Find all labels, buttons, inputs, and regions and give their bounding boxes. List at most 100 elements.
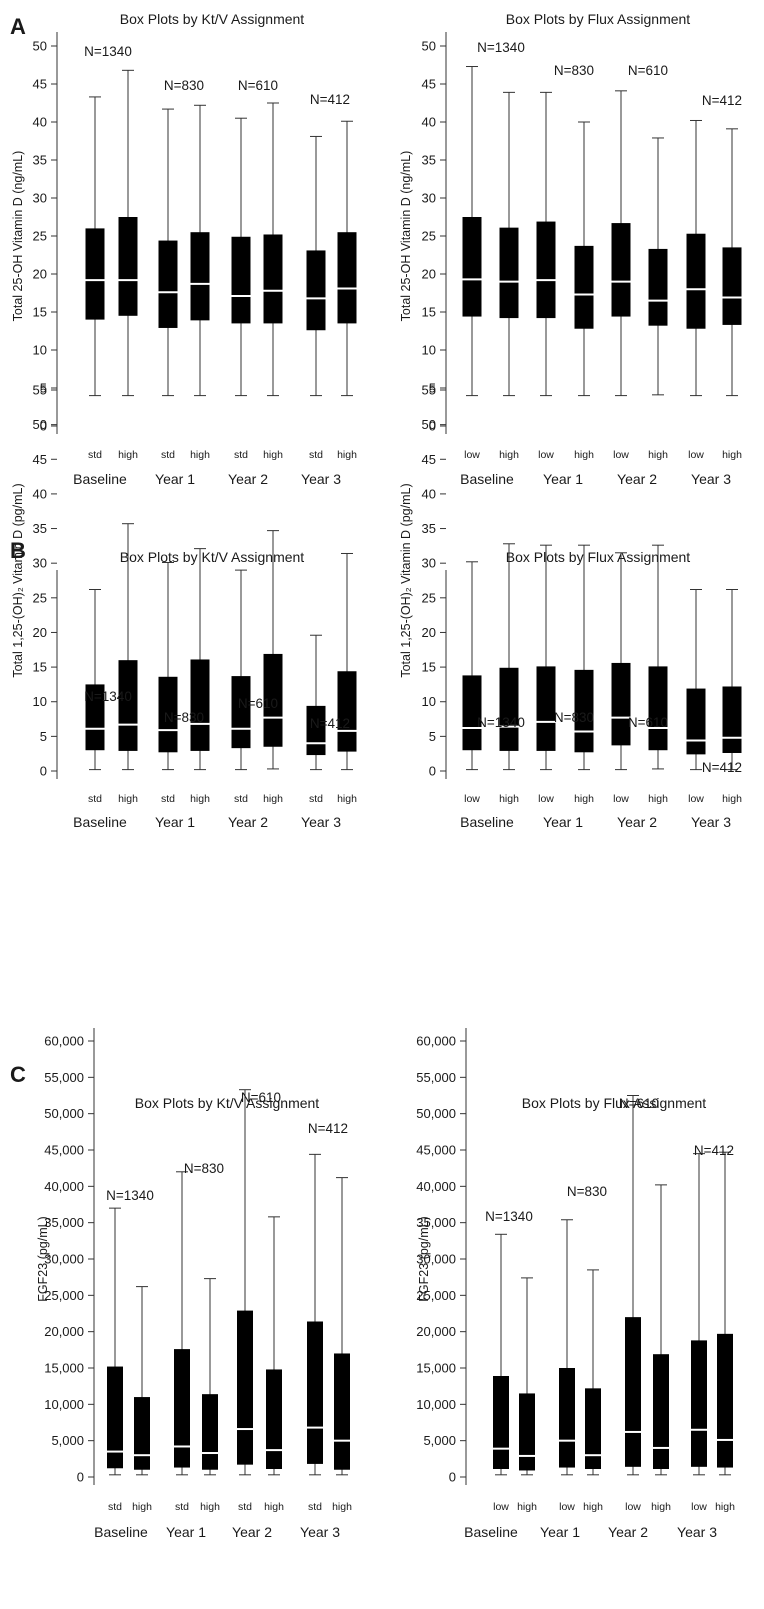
chart-5-box: [266, 1369, 282, 1470]
chart-6-box: [585, 1388, 601, 1470]
chart-5-y-tick-label: 60,000: [44, 1034, 84, 1049]
chart-2-y-tick-label: 40: [422, 115, 436, 130]
chart-2-box: [499, 227, 519, 319]
chart-4-y-tick-label: 5: [429, 729, 436, 744]
chart-1-y-tick-label: 0: [40, 419, 47, 434]
chart-3-y-tick-label: 25: [33, 590, 47, 605]
chart-3-subgroup-label: std: [234, 793, 248, 805]
chart-5-title: Box Plots by Kt/V Assignment: [135, 1095, 320, 1111]
chart-2-box: [462, 217, 482, 317]
chart-6-y-tick-label: 10,000: [416, 1397, 456, 1412]
chart-6-subgroup-label: low: [559, 1501, 575, 1513]
chart-4-subgroup-label: low: [464, 793, 480, 805]
chart-3-n-label: N=1340: [84, 689, 132, 704]
chart-4-box: [462, 675, 482, 751]
chart-3-y-tick-label: 45: [33, 452, 47, 467]
chart-3-subgroup-label: high: [118, 793, 138, 805]
chart-6-n-label: N=412: [694, 1143, 734, 1158]
chart-4-subgroup-label: high: [499, 793, 519, 805]
chart-1-n-label: N=830: [164, 78, 204, 93]
chart-2-subgroup-label: high: [574, 449, 594, 461]
chart-2-n-label: N=412: [702, 93, 742, 108]
chart-6-y-tick-label: 20,000: [416, 1324, 456, 1339]
chart-4-subgroup-label: high: [648, 793, 668, 805]
chart-4-y-tick-label: 40: [422, 486, 436, 501]
chart-4-group-label: Baseline: [460, 814, 514, 830]
chart-6-y-tick-label: 50,000: [416, 1106, 456, 1121]
chart-4-box: [722, 686, 742, 753]
chart-2-n-label: N=610: [628, 63, 668, 78]
chart-6-group-label: Year 3: [677, 1524, 717, 1540]
chart-6-subgroup-label: high: [583, 1501, 603, 1513]
chart-2-y-tick-label: 25: [422, 229, 436, 244]
chart-2-y-tick-label: 15: [422, 305, 436, 320]
chart-4-box: [648, 666, 668, 751]
chart-2-subgroup-label: low: [538, 449, 554, 461]
chart-3-box: [231, 676, 251, 749]
chart-5-n-label: N=610: [241, 1090, 281, 1105]
chart-5-subgroup-label: std: [308, 1501, 322, 1513]
chart-2-box: [611, 223, 631, 317]
chart-3-subgroup-label: std: [88, 793, 102, 805]
chart-2-y-axis-label: Total 25-OH Vitamin D (ng/mL): [399, 151, 413, 322]
chart-6-title: Box Plots by Flux Assignment: [522, 1095, 707, 1111]
chart-1-box: [158, 240, 178, 328]
chart-1-subgroup-label: std: [88, 449, 102, 461]
chart-1-y-axis-label: Total 25-OH Vitamin D (ng/mL): [11, 151, 25, 322]
chart-1-subgroup-label: std: [234, 449, 248, 461]
chart-4-y-tick-label: 50: [422, 417, 436, 432]
chart-4-group-label: Year 3: [691, 814, 731, 830]
chart-6-group-label: Year 2: [608, 1524, 648, 1540]
chart-6-n-label: N=1340: [485, 1209, 533, 1224]
chart-1-box: [231, 236, 251, 324]
chart-6-y-axis-label: FGF23 (pg/mL): [417, 1216, 431, 1301]
chart-2-subgroup-label: high: [499, 449, 519, 461]
panel-letter-b: B: [10, 538, 26, 563]
chart-5-y-axis-label: FGF23 (pg/mL): [36, 1216, 50, 1301]
chart-3-box: [190, 659, 210, 751]
chart-3-y-tick-label: 40: [33, 486, 47, 501]
chart-1-n-label: N=1340: [84, 44, 132, 59]
chart-2-box: [574, 245, 594, 329]
chart-4-y-tick-label: 20: [422, 625, 436, 640]
chart-3-y-tick-label: 10: [33, 694, 47, 709]
chart-3-y-tick-label: 35: [33, 521, 47, 536]
chart-5-y-tick-label: 25,000: [44, 1288, 84, 1303]
chart-3-subgroup-label: std: [309, 793, 323, 805]
chart-4-n-label: N=610: [628, 715, 668, 730]
chart-5-box: [134, 1397, 150, 1470]
chart-6-box: [559, 1368, 575, 1468]
chart-5-y-tick-label: 45,000: [44, 1143, 84, 1158]
chart-1-box: [85, 228, 105, 320]
chart-1-y-tick-label: 20: [33, 267, 47, 282]
chart-3-box: [337, 671, 357, 752]
chart-1-n-label: N=412: [310, 92, 350, 107]
chart-1-y-tick-label: 45: [33, 77, 47, 92]
chart-2-box: [536, 221, 556, 319]
chart-4-subgroup-label: low: [613, 793, 629, 805]
chart-1-subgroup-label: high: [263, 449, 283, 461]
chart-4-y-tick-label: 25: [422, 590, 436, 605]
chart-2-group-label: Year 3: [691, 471, 731, 487]
chart-5-y-tick-label: 10,000: [44, 1397, 84, 1412]
chart-6-subgroup-label: high: [517, 1501, 537, 1513]
chart-3-group-label: Year 2: [228, 814, 268, 830]
chart-3-group-label: Year 1: [155, 814, 195, 830]
chart-2-subgroup-label: high: [648, 449, 668, 461]
chart-3-y-axis-label: Total 1,25-(OH)₂ Vitamin D (pg/mL): [11, 483, 25, 677]
chart-2-y-tick-label: 50: [422, 39, 436, 54]
chart-2-box: [686, 233, 706, 329]
chart-3-subgroup-label: high: [263, 793, 283, 805]
chart-5-group-label: Year 3: [300, 1524, 340, 1540]
chart-6-subgroup-label: low: [691, 1501, 707, 1513]
chart-2-y-tick-label: 45: [422, 77, 436, 92]
chart-4-box: [536, 666, 556, 751]
chart-3-y-tick-label: 15: [33, 660, 47, 675]
chart-5-subgroup-label: high: [132, 1501, 152, 1513]
chart-6-y-tick-label: 15,000: [416, 1361, 456, 1376]
chart-5-subgroup-label: high: [332, 1501, 352, 1513]
chart-6-y-tick-label: 45,000: [416, 1143, 456, 1158]
chart-3-n-label: N=610: [238, 696, 278, 711]
chart-3-box: [263, 653, 283, 747]
chart-6-box: [653, 1354, 669, 1470]
